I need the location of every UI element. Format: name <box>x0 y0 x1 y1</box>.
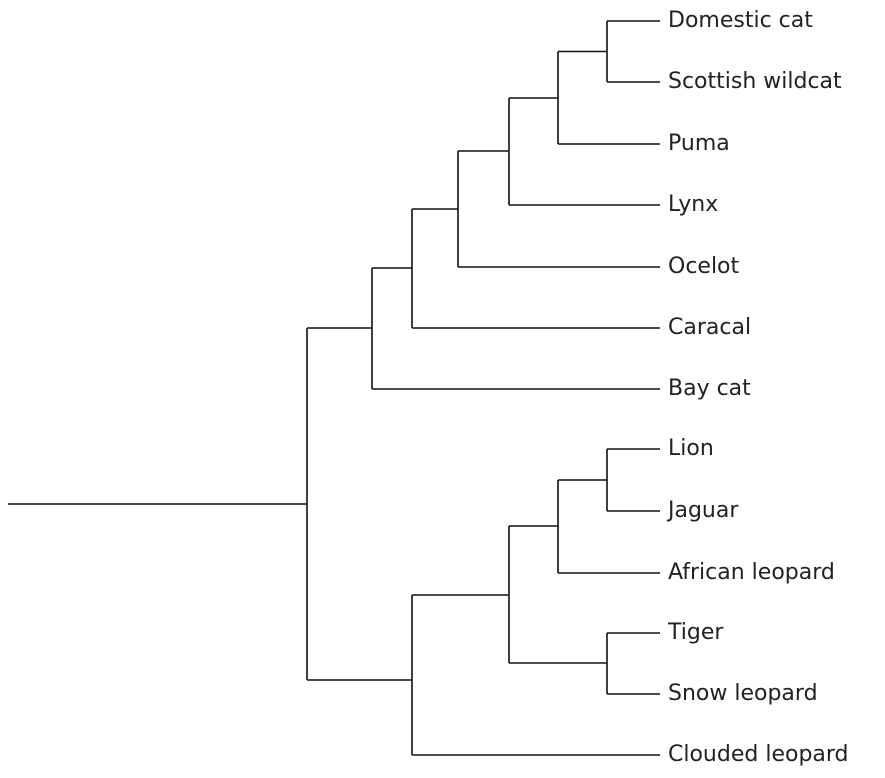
leaf-label: Bay cat <box>668 376 751 401</box>
leaf-label: Clouded leopard <box>668 742 849 767</box>
leaf-label: Puma <box>668 131 730 156</box>
leaf-label: Lynx <box>668 192 718 217</box>
leaf-label: Jaguar <box>666 498 739 523</box>
leaf-label: Snow leopard <box>668 681 818 706</box>
leaf-label: Caracal <box>668 315 751 340</box>
leaf-label: Tiger <box>667 620 724 645</box>
tree-branches <box>8 20 660 756</box>
leaf-label: Scottish wildcat <box>668 69 842 94</box>
leaf-label: African leopard <box>668 560 835 585</box>
leaf-labels: Domestic cat Scottish wildcat Puma Lynx Ocel… <box>666 8 849 767</box>
leaf-label: Lion <box>668 436 714 461</box>
leaf-label: Ocelot <box>668 254 740 279</box>
leaf-label: Domestic cat <box>668 8 813 33</box>
